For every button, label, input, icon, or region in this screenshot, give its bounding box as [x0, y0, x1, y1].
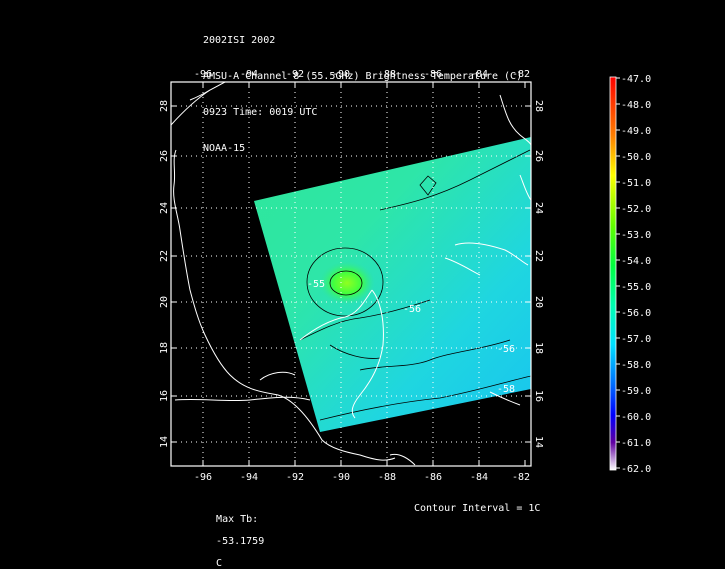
lon-label-top: -92	[286, 69, 304, 80]
map-figure: -96 -94 -92 -90 -88 -86 -84 -82 -96 -94 …	[159, 69, 651, 483]
lat-label-left: 18	[159, 342, 170, 354]
contour-label: -56	[497, 344, 515, 355]
lat-label-right: 22	[533, 250, 544, 262]
lon-label-top: -84	[470, 69, 488, 80]
lon-label-bottom: -86	[424, 472, 442, 483]
colorbar-label: -56.0	[621, 308, 651, 319]
max-tb-unit: C	[216, 558, 223, 569]
lat-label-right: 28	[533, 100, 544, 112]
colorbar-label: -47.0	[621, 74, 651, 85]
colorbar-label: -54.0	[621, 256, 651, 267]
lat-label-left: 26	[159, 150, 170, 162]
contour-value-labels: -55 -56 -56 -58	[307, 279, 515, 395]
header-title: 2002ISI 2002	[203, 35, 276, 46]
colorbar-label: -50.0	[621, 152, 651, 163]
contour-label: -56	[403, 304, 421, 315]
header-product: AMSU-A Channel 8 (55.5GHz) Brightness Te…	[203, 71, 523, 82]
colorbar-label: -53.0	[621, 230, 651, 241]
contour-label: -55	[307, 279, 325, 290]
lat-label-right: 24	[533, 202, 544, 214]
graticule	[171, 82, 531, 466]
lon-label-bottom: -88	[378, 472, 396, 483]
lon-label-bottom: -92	[286, 472, 304, 483]
colorbar-label: -60.0	[621, 412, 651, 423]
lat-label-right: 18	[533, 342, 544, 354]
tick-marks	[171, 82, 531, 466]
colorbar-label: -52.0	[621, 204, 651, 215]
colorbar-label: -55.0	[621, 282, 651, 293]
lat-label-right: 26	[533, 150, 544, 162]
lat-labels-left: 28 26 24 22 20 18 16 14	[159, 100, 170, 448]
lon-label-top: -94	[240, 69, 258, 80]
lon-label-top: -88	[378, 69, 396, 80]
max-tb-readout: Max Tb: -53.1759 C	[204, 503, 264, 569]
lon-label-bottom: -96	[194, 472, 212, 483]
contour-lines	[299, 149, 531, 421]
lat-label-left: 16	[159, 390, 170, 402]
map-header: 2002ISI 2002 AMSU-A Channel 8 (55.5GHz) …	[203, 11, 522, 167]
lon-label-bottom: -84	[470, 472, 488, 483]
lat-label-right: 16	[533, 390, 544, 402]
lon-label-top: -96	[194, 69, 212, 80]
brightness-swath	[254, 137, 531, 432]
lat-label-left: 28	[159, 100, 170, 112]
lon-label-top: -86	[424, 69, 442, 80]
colorbar-label: -59.0	[621, 386, 651, 397]
lat-labels-right: 28 26 24 22 20 18 16 14	[533, 100, 544, 448]
lon-labels-top: -96 -94 -92 -90 -88 -86 -84 -82	[194, 69, 530, 80]
colorbar-label: -58.0	[621, 360, 651, 371]
colorbar-label: -61.0	[621, 438, 651, 449]
colorbar: -47.0 -48.0 -49.0 -50.0 -51.0 -52.0 -53.0 -54.0…	[609, 74, 651, 475]
max-tb-label: Max Tb:	[216, 514, 259, 525]
lat-label-right: 14	[533, 436, 544, 448]
map-frame	[170, 81, 532, 467]
lat-label-left: 24	[159, 202, 170, 214]
lon-label-top: -82	[512, 69, 530, 80]
lat-label-right: 20	[533, 296, 544, 308]
lat-label-left: 22	[159, 250, 170, 262]
lon-label-bottom: -82	[512, 472, 530, 483]
colorbar-label: -49.0	[621, 126, 651, 137]
colorbar-ramp	[609, 76, 617, 471]
lat-label-left: 14	[159, 436, 170, 448]
lon-labels-bottom: -96 -94 -92 -90 -88 -86 -84 -82	[194, 472, 530, 483]
lon-label-bottom: -94	[240, 472, 258, 483]
contour-interval: Contour Interval = 1C	[414, 503, 541, 514]
colorbar-label: -57.0	[621, 334, 651, 345]
swath-layer	[254, 137, 531, 432]
colorbar-label: -62.0	[621, 464, 651, 475]
contour-label: -58	[497, 384, 515, 395]
max-tb-value: -53.1759	[216, 536, 265, 547]
header-time: 0923 Time: 0019 UTC	[203, 107, 318, 118]
lat-label-left: 20	[159, 296, 170, 308]
warm-core	[319, 261, 375, 305]
colorbar-label: -51.0	[621, 178, 651, 189]
lon-label-top: -90	[332, 69, 350, 80]
lon-label-bottom: -90	[332, 472, 350, 483]
colorbar-label: -48.0	[621, 100, 651, 111]
header-satellite: NOAA-15	[203, 143, 246, 154]
